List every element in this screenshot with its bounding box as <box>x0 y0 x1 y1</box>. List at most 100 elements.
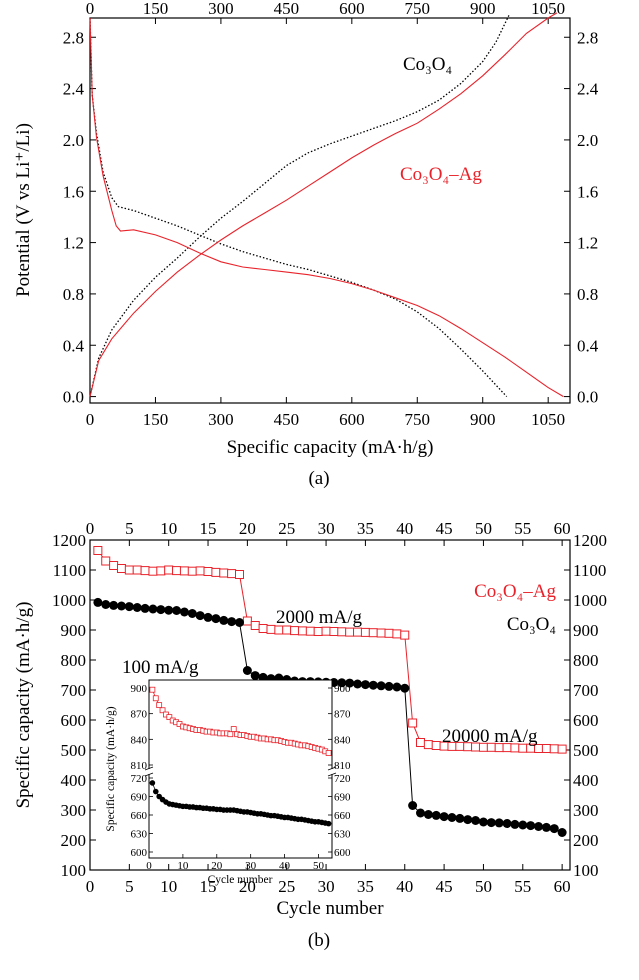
panel-b-xtick-label-top: 45 <box>436 519 453 538</box>
panel-b-chart: 0055101015152020252530303535404045455050… <box>13 519 607 951</box>
panel-b-xtick-label-top: 20 <box>239 519 256 538</box>
panel-b-xtick-label-bottom: 35 <box>357 877 374 896</box>
panel-b-co3o4-point <box>368 680 378 690</box>
panel-b-xtick-label-top: 40 <box>396 519 413 538</box>
panel-b-co3o4-point <box>195 611 205 621</box>
panel-b-co3o4-ag-point <box>124 565 134 575</box>
panel-b-ytick-label-left: 700 <box>61 681 87 700</box>
panel-b-co3o4-ag-point <box>250 621 260 630</box>
panel-b-co3o4-point <box>415 808 425 818</box>
inset-co3o4-ag-point <box>227 731 234 738</box>
panel-b-co3o4-point <box>337 678 347 688</box>
panel-b-co3o4-ag-point <box>219 568 229 578</box>
panel-b-xtick-label-bottom: 40 <box>396 877 413 896</box>
inset-axis-break-left-gap <box>145 769 153 774</box>
panel-b-ytick-label-right: 700 <box>573 681 599 700</box>
inset-co3o4-ag-point <box>159 707 166 714</box>
inset-axis-break-right-stroke <box>327 772 337 777</box>
inset-ytick-label-left: 720 <box>131 773 148 785</box>
panel-b-co3o4-ag-point <box>266 624 276 634</box>
panel-b-xtick-label-bottom: 10 <box>160 877 177 896</box>
panel-b-co3o4-ag-point <box>156 566 166 576</box>
panel-b-co3o4-point <box>203 612 213 622</box>
panel-b-xtick-label-top: 60 <box>554 519 571 538</box>
panel-a-xtick-label-top: 1050 <box>531 0 565 18</box>
panel-b-co3o4-point <box>431 810 441 820</box>
panel-b-co3o4-point <box>93 597 103 607</box>
panel-b-co3o4-ag-point <box>101 556 111 566</box>
panel-b-ytick-label-left: 800 <box>61 651 87 670</box>
panel-b-xtick-label-top: 25 <box>278 519 295 538</box>
panel-b-co3o4-point <box>471 816 481 825</box>
panel-b-ticks: 0055101015152020252530303535404045455050… <box>52 519 607 896</box>
panel-b-co3o4-point <box>557 828 567 837</box>
panel-a-xtick-label-top: 0 <box>86 0 95 18</box>
panel-b-co3o4-point <box>463 815 473 825</box>
panel-b-rate-2000: 2000 mA/g <box>276 607 363 628</box>
panel-b-co3o4-point <box>502 819 512 828</box>
panel-b-ylabel: Specific capacity (mA·h/g) <box>13 602 34 809</box>
panel-b-ytick-label-left: 400 <box>61 771 87 790</box>
panel-b-co3o4-point <box>172 606 182 615</box>
panel-b-co3o4-ag-point <box>187 566 197 576</box>
panel-a-ytick-label-right: 2.4 <box>577 80 599 99</box>
panel-b-co3o4-point <box>534 822 544 831</box>
panel-b-co3o4-ag-point <box>392 629 402 639</box>
panel-b-co3o4-point <box>447 813 457 822</box>
panel-b-co3o4-ag-point <box>195 566 205 576</box>
panel-b-co3o4-ag-point <box>305 626 315 636</box>
panel-b-co3o4-point <box>494 818 504 828</box>
panel-a-ytick-label-left: 1.2 <box>63 234 84 253</box>
panel-a-ytick-label-left: 2.0 <box>63 131 84 150</box>
panel-a-plot-frame <box>89 17 571 404</box>
panel-a-ytick-label-left: 0.0 <box>63 388 84 407</box>
panel-b-co3o4-point <box>360 680 370 690</box>
panel-b-co3o4-point <box>423 810 433 819</box>
panel-b-co3o4-ag-point <box>360 627 370 637</box>
panel-b-xtick-label-top: 35 <box>357 519 374 538</box>
panel-b-co3o4-point <box>376 681 386 691</box>
panel-b-co3o4-ag-point <box>321 626 331 636</box>
inset-co3o4-point <box>152 788 159 795</box>
panel-b-co3o4-ag-point <box>203 567 213 576</box>
inset-ytick-label-right: 690 <box>334 792 351 804</box>
panel-b-xtick-label-bottom: 45 <box>436 877 453 896</box>
panel-a-ytick-label-right: 2.0 <box>577 131 598 150</box>
inset-co3o4-ag-point <box>152 695 159 702</box>
panel-a-xtick-label-top: 450 <box>274 0 300 18</box>
panel-b-co3o4-point <box>526 821 536 831</box>
panel-a-ytick-label-right: 0.8 <box>577 285 598 304</box>
inset-ytick-label-left: 660 <box>131 810 148 822</box>
panel-b-co3o4-ag-point <box>329 627 339 636</box>
inset-ytick-label-right: 630 <box>334 829 351 841</box>
panel-a-ticks: 0 0 150 150 300 300 450 450 600 600 750 750 900 900 10… <box>63 0 599 429</box>
panel-a-ytick-label-left: 2.8 <box>63 28 84 47</box>
panel-b-co3o4-ag-point <box>258 624 268 633</box>
panel-a-xtick-label-bottom: 150 <box>143 410 169 429</box>
panel-a-co3o4-ag-charge-line <box>89 12 558 397</box>
panel-b-co3o4-point <box>219 615 229 625</box>
panel-b-xtick-label-top: 15 <box>200 519 217 538</box>
inset-xtick-label: 20 <box>211 860 223 872</box>
panel-b-rate-100: 100 mA/g <box>122 657 199 678</box>
panel-a-xlabel: Specific capacity (mA·h/g) <box>227 437 434 458</box>
panel-b-xtick-label-bottom: 25 <box>278 877 295 896</box>
inset-co3o4-ag-point <box>166 714 173 720</box>
panel-b-co3o4-ag-point <box>408 718 418 728</box>
panel-b-co3o4-ag-point <box>376 628 386 638</box>
panel-b-co3o4-ag-point <box>132 565 142 575</box>
inset-ytick-label-left: 900 <box>131 683 148 695</box>
inset-plot-frame <box>148 679 333 859</box>
inset-axis-break-right-stroke <box>327 766 337 771</box>
panel-b-rate-20000: 20000 mA/g <box>442 726 538 747</box>
panel-b-co3o4-ag-point <box>431 741 441 750</box>
panel-a-ytick-label-right: 0.4 <box>577 336 599 355</box>
panel-a-xtick-label-bottom: 0 <box>86 410 95 429</box>
inset-ytick-label-right: 840 <box>334 734 351 746</box>
inset-xtick-label: 30 <box>245 860 257 872</box>
inset-ytick-label-right: 870 <box>334 709 351 721</box>
panel-b-xtick-label-bottom: 0 <box>86 877 95 896</box>
inset-ytick-label-left: 810 <box>131 760 148 772</box>
panel-b-ytick-label-left: 200 <box>61 831 87 850</box>
